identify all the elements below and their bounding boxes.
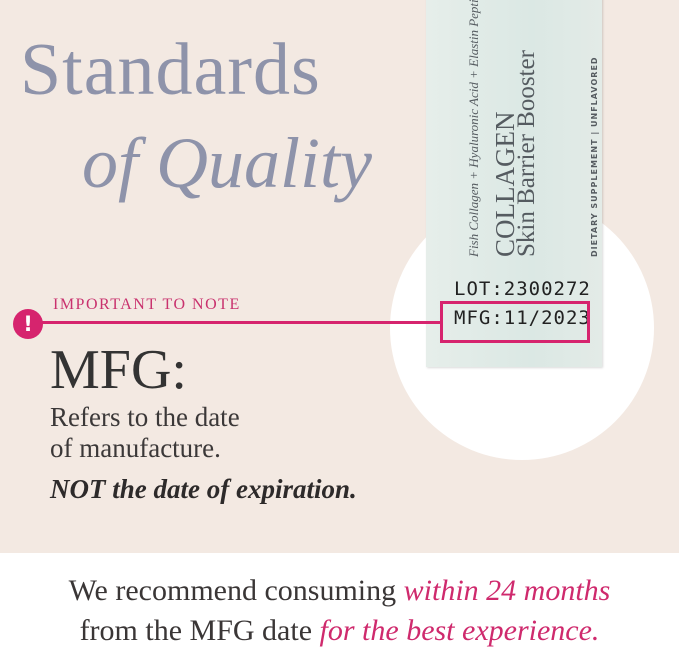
footer-line1: We recommend consuming within 24 months — [0, 571, 679, 611]
heading-line1: Standards — [20, 29, 321, 111]
exclamation-icon: ! — [13, 309, 43, 339]
lot-code: LOT:2300272 — [454, 278, 591, 300]
note-label: IMPORTANT TO NOTE — [53, 296, 241, 313]
footer-highlight: within 24 months — [403, 574, 611, 607]
recommendation-footer: We recommend consuming within 24 months … — [0, 553, 679, 655]
mfg-highlight-box — [440, 301, 590, 343]
heading-line2: of Quality — [82, 123, 372, 203]
product-packet: Fish Collagen + Hyaluronic Acid + Elasti… — [426, 0, 602, 367]
desc-line1: Refers to the date — [50, 402, 240, 432]
footer-line2: from the MFG date for the best experienc… — [0, 611, 679, 651]
hero-panel: Standards of Quality Fish Collagen + Hya… — [13, 0, 654, 504]
footer-highlight: for the best experience. — [319, 614, 600, 647]
mfg-description: Refers to the date of manufacture. — [50, 402, 240, 464]
footer-text: We recommend consuming — [68, 574, 404, 607]
packet-ingredients: Fish Collagen + Hyaluronic Acid + Elasti… — [466, 0, 481, 257]
footer-text: from the MFG date — [79, 614, 320, 647]
callout-line — [30, 321, 442, 324]
packet-product: Skin Barrier Booster — [513, 50, 540, 257]
not-expiration-note: NOT the date of expiration. — [50, 474, 357, 504]
mfg-term: MFG: — [50, 339, 187, 401]
packet-type: DIETARY SUPPLEMENT | UNFLAVORED — [590, 56, 599, 257]
desc-line2: of manufacture. — [50, 433, 221, 463]
mfg-code: MFG:11/2023 — [454, 307, 591, 329]
